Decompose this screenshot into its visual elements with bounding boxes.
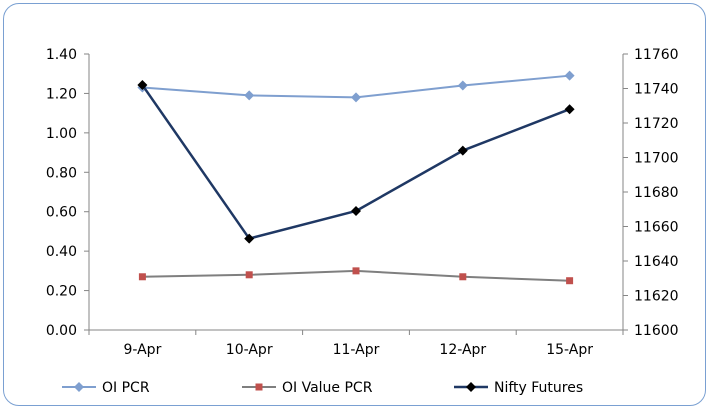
series-2-point bbox=[137, 80, 148, 91]
y-left-tick-label: 0.00 bbox=[46, 323, 77, 339]
series-2-point bbox=[564, 104, 575, 115]
series-2-point bbox=[351, 205, 361, 216]
series-0-point bbox=[564, 70, 575, 81]
series-1-point bbox=[245, 271, 253, 279]
x-tick-label: 12-Apr bbox=[439, 342, 486, 358]
x-tick-label: 10-Apr bbox=[226, 342, 273, 358]
y-right-tick-label: 11720 bbox=[634, 116, 679, 132]
legend-label-1: OI Value PCR bbox=[282, 380, 373, 396]
legend-marker-1 bbox=[255, 383, 263, 391]
y-left-tick-label: 1.20 bbox=[46, 86, 77, 102]
legend: OI PCR OI Value PCR Nifty Futures bbox=[62, 380, 583, 396]
y-right-tick-label: 11620 bbox=[634, 289, 679, 305]
series-1-point bbox=[459, 273, 467, 281]
legend-marker-0 bbox=[74, 382, 84, 392]
y-right-tick-label: 11760 bbox=[634, 47, 679, 63]
series-0-point bbox=[351, 92, 361, 103]
series-2-point bbox=[244, 233, 255, 244]
series-1-point bbox=[138, 273, 146, 281]
legend-marker-2 bbox=[466, 382, 476, 392]
y-left-tick-label: 1.00 bbox=[46, 126, 77, 142]
y-right-tick-label: 11700 bbox=[634, 151, 679, 167]
series-1-point bbox=[352, 267, 360, 275]
x-tick-label: 9-Apr bbox=[123, 342, 161, 358]
y-left-tick-label: 0.80 bbox=[46, 165, 77, 181]
series-2-point bbox=[457, 145, 468, 156]
axes: 0.00 0.20 0.40 0.60 0.80 1.00 1.20 1.40 11600 116… bbox=[46, 47, 679, 358]
y-right-tick-label: 11680 bbox=[634, 185, 679, 201]
y-right-tick-label: 11640 bbox=[634, 254, 679, 270]
y-right-tick-label: 11660 bbox=[634, 220, 679, 236]
y-left-tick-label: 1.40 bbox=[46, 47, 77, 63]
series-layer bbox=[137, 70, 575, 285]
legend-label-2: Nifty Futures bbox=[494, 380, 583, 396]
y-left-tick-label: 0.20 bbox=[46, 284, 77, 300]
chart-frame bbox=[3, 3, 706, 406]
series-1-point bbox=[566, 277, 574, 285]
x-tick-label: 15-Apr bbox=[546, 342, 593, 358]
series-0-point bbox=[457, 80, 468, 91]
y-left-tick-label: 0.60 bbox=[46, 205, 77, 221]
y-right-tick-label: 11600 bbox=[634, 323, 679, 339]
y-left-tick-label: 0.40 bbox=[46, 244, 77, 260]
series-0-point bbox=[244, 90, 255, 101]
y-right-tick-label: 11740 bbox=[634, 82, 679, 98]
x-tick-label: 11-Apr bbox=[333, 342, 380, 358]
legend-label-0: OI PCR bbox=[102, 380, 150, 396]
